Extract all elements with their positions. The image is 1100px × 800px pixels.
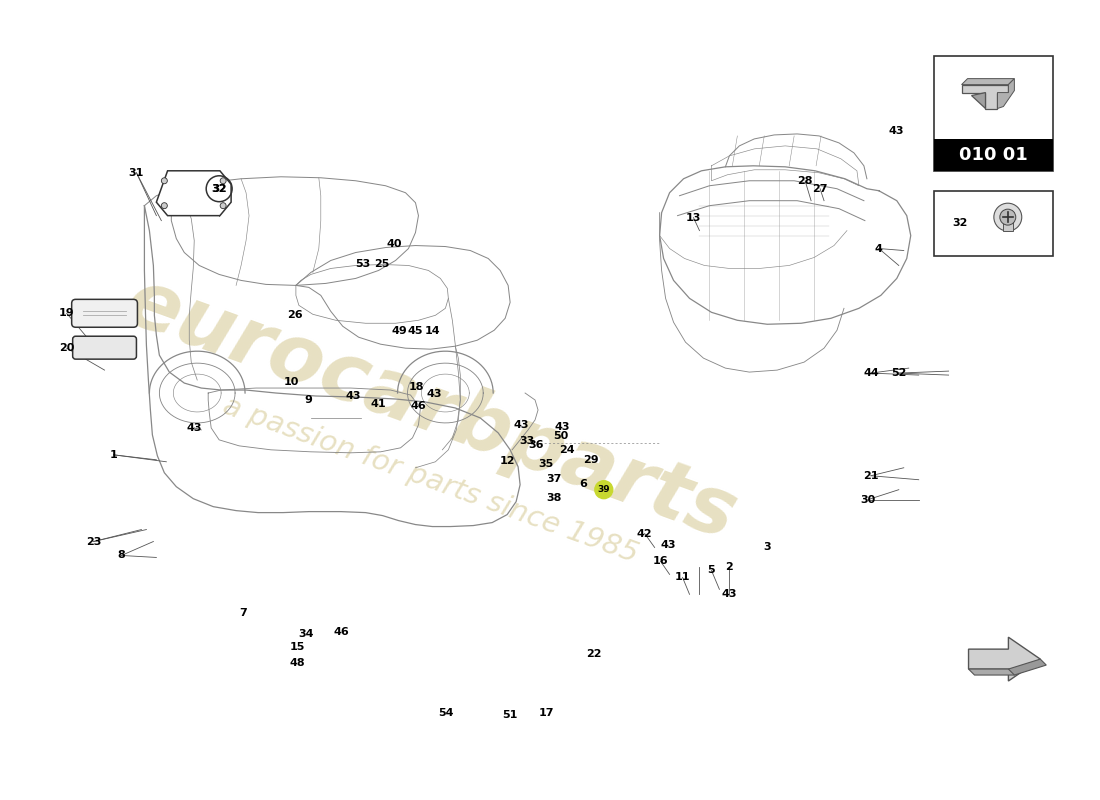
Circle shape bbox=[162, 202, 167, 209]
Text: 34: 34 bbox=[298, 629, 314, 639]
Text: 7: 7 bbox=[239, 608, 246, 618]
Text: 5: 5 bbox=[707, 566, 715, 575]
Text: 43: 43 bbox=[661, 541, 676, 550]
Text: 53: 53 bbox=[355, 259, 371, 270]
Text: 4: 4 bbox=[874, 243, 883, 254]
Polygon shape bbox=[968, 637, 1041, 681]
Text: 22: 22 bbox=[586, 649, 602, 659]
Text: 30: 30 bbox=[860, 494, 876, 505]
Text: 32: 32 bbox=[953, 218, 968, 228]
Text: 24: 24 bbox=[559, 445, 575, 455]
Text: 28: 28 bbox=[798, 176, 813, 186]
Text: 23: 23 bbox=[86, 537, 101, 546]
Text: 50: 50 bbox=[553, 431, 569, 441]
Text: 21: 21 bbox=[864, 470, 879, 481]
Text: 43: 43 bbox=[427, 389, 442, 399]
FancyBboxPatch shape bbox=[72, 299, 138, 327]
Text: 15: 15 bbox=[289, 642, 305, 652]
Text: 37: 37 bbox=[547, 474, 562, 484]
Text: 31: 31 bbox=[129, 168, 144, 178]
Text: eurocarbparts: eurocarbparts bbox=[114, 263, 747, 557]
Text: 32: 32 bbox=[211, 184, 227, 194]
Text: 17: 17 bbox=[538, 708, 553, 718]
Text: 40: 40 bbox=[387, 238, 403, 249]
Text: 36: 36 bbox=[528, 440, 543, 450]
Text: 18: 18 bbox=[409, 382, 425, 392]
Text: 010 01: 010 01 bbox=[959, 146, 1027, 164]
Text: 3: 3 bbox=[763, 542, 771, 553]
Text: 11: 11 bbox=[674, 572, 691, 582]
Text: 8: 8 bbox=[118, 550, 125, 561]
FancyBboxPatch shape bbox=[934, 56, 1053, 170]
Text: 14: 14 bbox=[425, 326, 440, 336]
Polygon shape bbox=[968, 669, 1014, 675]
Text: 39: 39 bbox=[597, 485, 611, 494]
Circle shape bbox=[220, 202, 227, 209]
Text: 41: 41 bbox=[371, 399, 386, 409]
Text: 2: 2 bbox=[726, 562, 734, 573]
Polygon shape bbox=[998, 78, 1014, 109]
Text: 16: 16 bbox=[652, 557, 669, 566]
Text: 25: 25 bbox=[374, 259, 389, 270]
Circle shape bbox=[162, 178, 167, 184]
Polygon shape bbox=[971, 93, 986, 109]
Text: 43: 43 bbox=[554, 422, 570, 432]
Text: a passion for parts since 1985: a passion for parts since 1985 bbox=[219, 391, 642, 568]
Polygon shape bbox=[961, 85, 1009, 109]
Text: 52: 52 bbox=[891, 368, 906, 378]
Text: 9: 9 bbox=[304, 395, 311, 405]
Bar bbox=[1003, 219, 1013, 231]
Bar bbox=[934, 139, 1053, 170]
Polygon shape bbox=[1009, 659, 1046, 675]
Polygon shape bbox=[156, 170, 231, 216]
Text: 43: 43 bbox=[888, 126, 903, 136]
Text: 45: 45 bbox=[408, 326, 424, 336]
Text: 32: 32 bbox=[212, 184, 227, 194]
Circle shape bbox=[994, 203, 1022, 231]
Text: 10: 10 bbox=[283, 377, 298, 387]
Text: 35: 35 bbox=[538, 458, 553, 469]
Text: 46: 46 bbox=[334, 627, 350, 637]
Text: 20: 20 bbox=[59, 343, 75, 353]
Text: 6: 6 bbox=[579, 478, 586, 489]
Text: 48: 48 bbox=[289, 658, 305, 668]
FancyBboxPatch shape bbox=[934, 190, 1053, 255]
Text: 12: 12 bbox=[499, 456, 515, 466]
Text: 27: 27 bbox=[812, 184, 828, 194]
Polygon shape bbox=[961, 78, 1014, 85]
Circle shape bbox=[220, 178, 227, 184]
Text: 43: 43 bbox=[345, 391, 362, 401]
Text: 1: 1 bbox=[110, 450, 118, 460]
Text: 54: 54 bbox=[439, 708, 454, 718]
Text: 51: 51 bbox=[503, 710, 518, 720]
Text: 29: 29 bbox=[583, 454, 598, 465]
Circle shape bbox=[1000, 209, 1015, 225]
Text: 43: 43 bbox=[187, 423, 202, 433]
Text: 19: 19 bbox=[59, 308, 75, 318]
FancyBboxPatch shape bbox=[73, 336, 136, 359]
Text: 42: 42 bbox=[637, 529, 652, 538]
Text: 33: 33 bbox=[519, 436, 535, 446]
Circle shape bbox=[595, 481, 613, 498]
Text: 43: 43 bbox=[514, 420, 529, 430]
Text: 46: 46 bbox=[410, 401, 427, 411]
Text: 49: 49 bbox=[392, 326, 407, 336]
Text: 26: 26 bbox=[287, 310, 303, 320]
Text: 44: 44 bbox=[864, 368, 879, 378]
Text: 13: 13 bbox=[685, 213, 701, 222]
Text: 38: 38 bbox=[547, 493, 562, 502]
Text: 43: 43 bbox=[722, 590, 737, 599]
